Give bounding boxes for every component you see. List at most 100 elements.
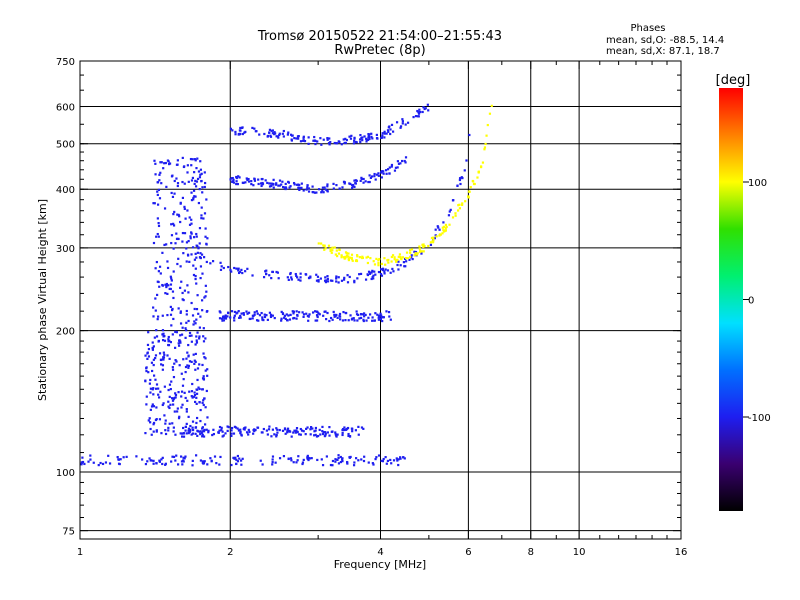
data-point xyxy=(158,352,162,355)
data-point xyxy=(458,207,462,210)
data-point xyxy=(389,132,392,136)
data-point xyxy=(204,406,207,409)
data-point xyxy=(461,202,464,205)
data-point xyxy=(195,307,199,311)
data-point xyxy=(210,459,213,462)
data-point xyxy=(283,186,286,189)
data-point xyxy=(261,463,264,466)
data-point xyxy=(444,227,447,230)
data-point xyxy=(197,170,201,173)
data-point xyxy=(180,390,184,393)
data-point xyxy=(164,419,167,422)
data-point xyxy=(236,427,239,430)
data-point xyxy=(230,463,233,467)
data-point xyxy=(270,184,273,188)
data-point xyxy=(354,429,357,432)
data-point xyxy=(292,310,296,313)
data-point xyxy=(171,290,175,293)
data-point xyxy=(341,433,344,437)
data-point xyxy=(190,179,194,182)
data-point xyxy=(180,333,184,336)
data-point xyxy=(340,255,343,258)
data-point xyxy=(186,253,190,256)
data-point xyxy=(330,251,333,254)
data-point xyxy=(266,433,269,436)
data-point xyxy=(305,312,308,315)
data-point xyxy=(232,178,235,181)
data-point xyxy=(333,246,336,249)
data-point xyxy=(99,461,102,465)
data-point xyxy=(172,403,175,406)
data-point xyxy=(152,306,155,309)
data-point xyxy=(338,314,341,317)
data-point xyxy=(274,132,277,135)
data-point xyxy=(375,456,378,459)
data-point xyxy=(436,225,439,228)
data-point xyxy=(269,314,273,317)
data-point xyxy=(324,281,328,284)
data-point xyxy=(458,177,462,180)
data-point xyxy=(252,429,255,432)
data-point xyxy=(190,218,193,221)
data-point xyxy=(460,203,464,206)
data-point xyxy=(327,142,331,145)
data-point xyxy=(241,271,244,275)
data-point xyxy=(278,184,281,187)
data-point xyxy=(324,247,327,250)
data-point xyxy=(167,429,170,432)
data-point xyxy=(150,405,154,408)
data-point xyxy=(152,363,155,367)
data-point xyxy=(481,161,485,164)
data-point xyxy=(187,432,190,435)
data-point xyxy=(399,456,402,459)
data-point xyxy=(341,186,344,189)
data-point xyxy=(358,317,361,320)
data-point xyxy=(238,316,241,319)
data-point xyxy=(324,310,327,313)
data-point xyxy=(318,428,321,431)
data-point xyxy=(283,314,286,317)
data-point xyxy=(346,426,350,430)
data-point xyxy=(268,182,271,185)
data-point xyxy=(167,160,170,163)
data-point xyxy=(412,115,415,119)
data-point xyxy=(343,181,346,184)
data-point xyxy=(156,318,159,321)
data-point xyxy=(280,310,283,313)
data-point xyxy=(245,431,249,434)
data-point xyxy=(309,428,312,431)
data-point xyxy=(335,313,338,317)
data-point xyxy=(187,427,191,430)
data-point xyxy=(404,256,408,260)
data-point xyxy=(373,175,376,178)
data-point xyxy=(170,223,173,226)
data-point xyxy=(201,401,204,404)
data-point xyxy=(230,432,233,435)
data-point xyxy=(151,347,154,350)
data-point xyxy=(292,431,295,434)
data-point xyxy=(341,458,344,461)
data-point xyxy=(156,280,159,283)
data-point xyxy=(367,133,370,137)
data-point xyxy=(271,270,274,274)
data-point xyxy=(196,434,199,437)
data-point xyxy=(196,367,200,370)
data-point xyxy=(347,432,350,436)
data-point xyxy=(171,455,174,458)
data-point xyxy=(347,434,350,437)
data-point xyxy=(180,460,184,463)
data-point xyxy=(153,159,156,162)
data-point xyxy=(396,160,400,163)
data-point xyxy=(193,258,197,261)
data-point xyxy=(253,311,256,314)
data-point xyxy=(321,186,324,189)
data-point xyxy=(160,161,163,164)
data-point xyxy=(302,313,306,316)
data-point xyxy=(354,259,358,262)
data-point xyxy=(152,393,155,396)
data-point xyxy=(296,313,299,317)
data-point xyxy=(204,337,207,340)
data-point xyxy=(357,459,360,462)
data-point xyxy=(286,429,289,432)
data-point xyxy=(260,311,263,315)
